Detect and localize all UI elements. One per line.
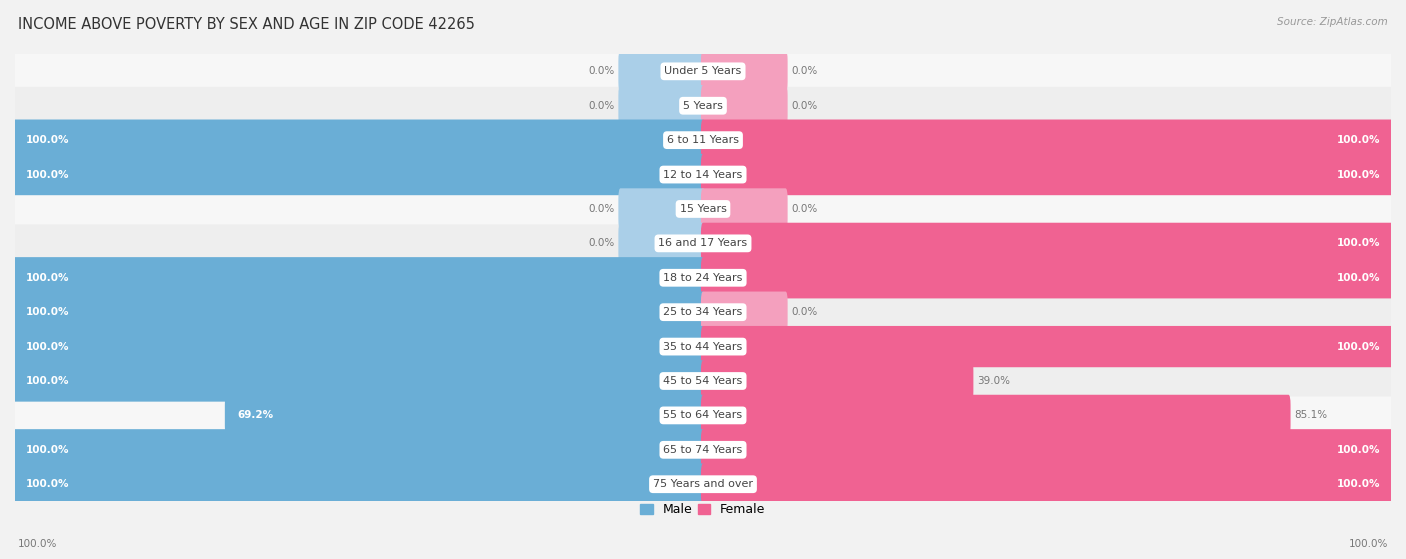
- FancyBboxPatch shape: [14, 87, 1392, 125]
- FancyBboxPatch shape: [14, 225, 1392, 262]
- FancyBboxPatch shape: [619, 188, 704, 230]
- Text: 100.0%: 100.0%: [1337, 238, 1381, 248]
- FancyBboxPatch shape: [702, 429, 1393, 471]
- Text: 100.0%: 100.0%: [25, 169, 69, 179]
- Text: 100.0%: 100.0%: [25, 135, 69, 145]
- Text: 16 and 17 Years: 16 and 17 Years: [658, 238, 748, 248]
- Text: 100.0%: 100.0%: [25, 445, 69, 455]
- FancyBboxPatch shape: [14, 465, 1392, 503]
- FancyBboxPatch shape: [14, 53, 1392, 90]
- FancyBboxPatch shape: [14, 293, 1392, 331]
- Text: 100.0%: 100.0%: [18, 539, 58, 549]
- Text: 35 to 44 Years: 35 to 44 Years: [664, 342, 742, 352]
- Text: 5 Years: 5 Years: [683, 101, 723, 111]
- Text: 0.0%: 0.0%: [589, 67, 614, 77]
- FancyBboxPatch shape: [14, 121, 1392, 159]
- FancyBboxPatch shape: [619, 51, 704, 92]
- Text: 0.0%: 0.0%: [589, 238, 614, 248]
- Text: 55 to 64 Years: 55 to 64 Years: [664, 410, 742, 420]
- FancyBboxPatch shape: [14, 190, 1392, 228]
- Text: 100.0%: 100.0%: [1337, 342, 1381, 352]
- FancyBboxPatch shape: [702, 222, 1393, 264]
- FancyBboxPatch shape: [702, 361, 973, 401]
- Text: 100.0%: 100.0%: [25, 376, 69, 386]
- FancyBboxPatch shape: [14, 396, 1392, 434]
- Text: 100.0%: 100.0%: [25, 307, 69, 317]
- Text: INCOME ABOVE POVERTY BY SEX AND AGE IN ZIP CODE 42265: INCOME ABOVE POVERTY BY SEX AND AGE IN Z…: [18, 17, 475, 32]
- FancyBboxPatch shape: [13, 463, 704, 505]
- FancyBboxPatch shape: [13, 154, 704, 195]
- Text: 100.0%: 100.0%: [25, 342, 69, 352]
- FancyBboxPatch shape: [702, 85, 787, 126]
- FancyBboxPatch shape: [14, 362, 1392, 400]
- Text: 12 to 14 Years: 12 to 14 Years: [664, 169, 742, 179]
- Text: 0.0%: 0.0%: [792, 101, 817, 111]
- Text: 15 Years: 15 Years: [679, 204, 727, 214]
- FancyBboxPatch shape: [13, 429, 704, 471]
- FancyBboxPatch shape: [225, 395, 704, 436]
- FancyBboxPatch shape: [702, 51, 787, 92]
- Text: 100.0%: 100.0%: [25, 479, 69, 489]
- FancyBboxPatch shape: [13, 257, 704, 299]
- FancyBboxPatch shape: [702, 154, 1393, 195]
- FancyBboxPatch shape: [702, 257, 1393, 299]
- Text: 100.0%: 100.0%: [1337, 135, 1381, 145]
- Text: 100.0%: 100.0%: [1337, 445, 1381, 455]
- Text: 69.2%: 69.2%: [238, 410, 273, 420]
- Text: 18 to 24 Years: 18 to 24 Years: [664, 273, 742, 283]
- Text: 100.0%: 100.0%: [25, 273, 69, 283]
- Text: 0.0%: 0.0%: [792, 204, 817, 214]
- Text: 85.1%: 85.1%: [1294, 410, 1327, 420]
- Legend: Male, Female: Male, Female: [637, 499, 769, 520]
- FancyBboxPatch shape: [13, 120, 704, 161]
- FancyBboxPatch shape: [702, 326, 1393, 367]
- FancyBboxPatch shape: [13, 361, 704, 401]
- FancyBboxPatch shape: [702, 120, 1393, 161]
- Text: 0.0%: 0.0%: [792, 67, 817, 77]
- FancyBboxPatch shape: [702, 292, 787, 333]
- Text: 100.0%: 100.0%: [1337, 479, 1381, 489]
- Text: 25 to 34 Years: 25 to 34 Years: [664, 307, 742, 317]
- FancyBboxPatch shape: [619, 222, 704, 264]
- FancyBboxPatch shape: [14, 328, 1392, 366]
- Text: 65 to 74 Years: 65 to 74 Years: [664, 445, 742, 455]
- Text: 75 Years and over: 75 Years and over: [652, 479, 754, 489]
- Text: 39.0%: 39.0%: [977, 376, 1010, 386]
- Text: 0.0%: 0.0%: [792, 307, 817, 317]
- FancyBboxPatch shape: [702, 463, 1393, 505]
- FancyBboxPatch shape: [14, 431, 1392, 469]
- Text: 0.0%: 0.0%: [589, 204, 614, 214]
- Text: 6 to 11 Years: 6 to 11 Years: [666, 135, 740, 145]
- FancyBboxPatch shape: [702, 395, 1291, 436]
- Text: 0.0%: 0.0%: [589, 101, 614, 111]
- Text: 45 to 54 Years: 45 to 54 Years: [664, 376, 742, 386]
- FancyBboxPatch shape: [702, 188, 787, 230]
- FancyBboxPatch shape: [13, 326, 704, 367]
- FancyBboxPatch shape: [14, 259, 1392, 297]
- FancyBboxPatch shape: [619, 85, 704, 126]
- FancyBboxPatch shape: [14, 155, 1392, 193]
- FancyBboxPatch shape: [13, 292, 704, 333]
- Text: Source: ZipAtlas.com: Source: ZipAtlas.com: [1277, 17, 1388, 27]
- Text: 100.0%: 100.0%: [1348, 539, 1388, 549]
- Text: 100.0%: 100.0%: [1337, 273, 1381, 283]
- Text: Under 5 Years: Under 5 Years: [665, 67, 741, 77]
- Text: 100.0%: 100.0%: [1337, 169, 1381, 179]
